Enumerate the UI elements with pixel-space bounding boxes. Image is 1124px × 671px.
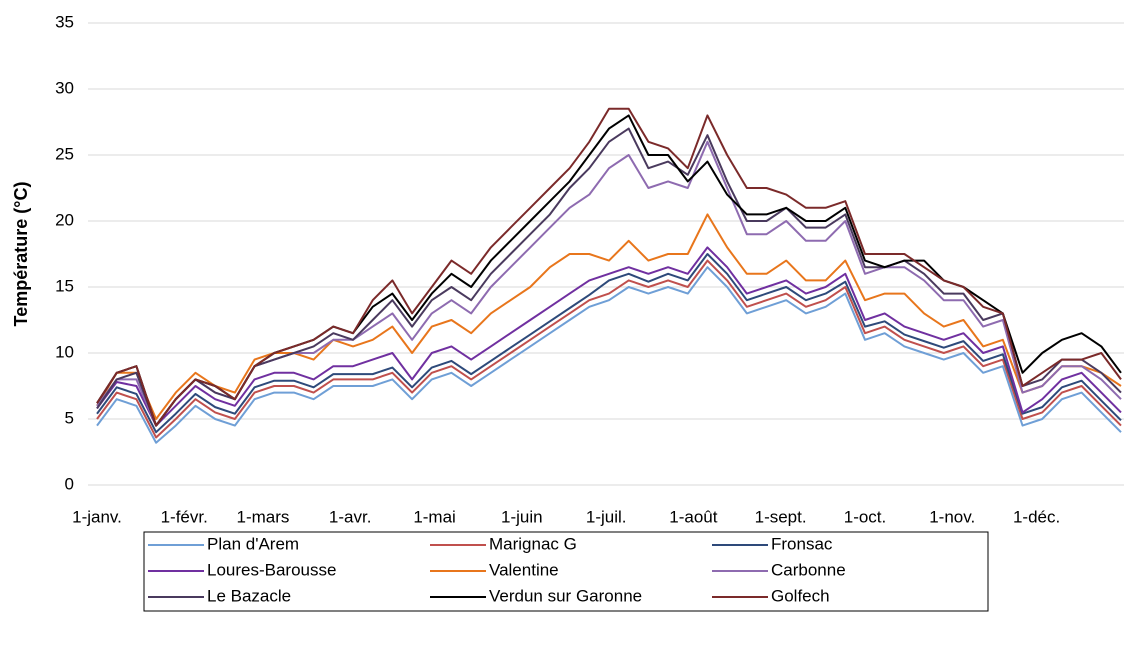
x-tick-label: 1-août bbox=[669, 507, 717, 526]
series-line bbox=[96, 253, 1122, 434]
y-axis-label: Température (°C) bbox=[11, 182, 31, 327]
legend-label: Fronsac bbox=[771, 534, 833, 553]
y-tick-label: 5 bbox=[65, 408, 74, 427]
x-tick-label: 1-juin bbox=[501, 507, 543, 526]
legend-label: Golfech bbox=[771, 586, 830, 605]
x-tick-label: 1-juil. bbox=[586, 507, 627, 526]
x-tick-label: 1-avr. bbox=[329, 507, 372, 526]
x-tick-label: 1-déc. bbox=[1013, 507, 1060, 526]
y-tick-label: 25 bbox=[55, 144, 74, 163]
legend-label: Carbonne bbox=[771, 560, 846, 579]
series-line bbox=[96, 246, 1122, 427]
legend-label: Plan d'Arem bbox=[207, 534, 299, 553]
y-tick-label: 30 bbox=[55, 78, 74, 97]
legend-box bbox=[143, 531, 989, 612]
x-tick-label: 1-oct. bbox=[844, 507, 887, 526]
x-tick-label: 1-mai bbox=[413, 507, 456, 526]
legend-label: Verdun sur Garonne bbox=[489, 586, 642, 605]
y-tick-label: 0 bbox=[65, 474, 74, 493]
x-tick-label: 1-sept. bbox=[755, 507, 807, 526]
series-line bbox=[96, 266, 1122, 444]
series-line bbox=[96, 213, 1122, 420]
x-tick-label: 1-janv. bbox=[72, 507, 122, 526]
legend-label: Valentine bbox=[489, 560, 559, 579]
legend-label: Loures-Barousse bbox=[207, 560, 336, 579]
series-line bbox=[96, 127, 1122, 427]
x-tick-label: 1-nov. bbox=[929, 507, 975, 526]
y-tick-label: 10 bbox=[55, 342, 74, 361]
legend-label: Marignac G bbox=[489, 534, 577, 553]
y-tick-label: 35 bbox=[55, 12, 74, 31]
series-line bbox=[96, 259, 1122, 439]
series-line bbox=[96, 114, 1122, 427]
legend-label: Le Bazacle bbox=[207, 586, 291, 605]
series-line bbox=[96, 107, 1122, 427]
x-tick-label: 1-févr. bbox=[161, 507, 208, 526]
y-tick-label: 15 bbox=[55, 276, 74, 295]
y-tick-label: 20 bbox=[55, 210, 74, 229]
x-tick-label: 1-mars bbox=[237, 507, 290, 526]
